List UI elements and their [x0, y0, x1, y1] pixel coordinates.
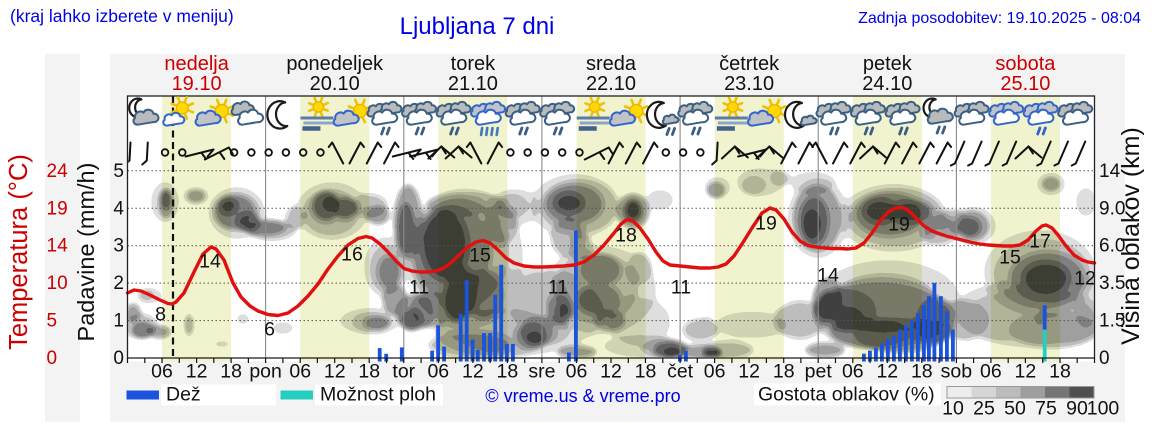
svg-text:4: 4: [113, 198, 124, 219]
svg-text:6.0: 6.0: [1099, 236, 1125, 257]
svg-text:Višina oblakov (km): Višina oblakov (km): [1117, 127, 1145, 345]
svg-text:0: 0: [47, 348, 58, 369]
svg-text:ponedeljek: ponedeljek: [286, 53, 384, 75]
svg-text:25: 25: [973, 398, 995, 420]
svg-text:12: 12: [462, 361, 484, 383]
svg-text:1.5: 1.5: [1099, 311, 1125, 332]
svg-text:19: 19: [755, 213, 777, 235]
svg-text:18: 18: [773, 361, 795, 383]
svg-text:14: 14: [1099, 161, 1121, 182]
svg-text:14: 14: [817, 265, 839, 287]
svg-text:0: 0: [113, 348, 124, 369]
svg-text:5: 5: [47, 311, 58, 332]
svg-text:pet: pet: [805, 361, 833, 383]
svg-text:5: 5: [113, 161, 124, 182]
svg-text:Zadnja posodobitev: 19.10.2025: Zadnja posodobitev: 19.10.2025 - 08:04: [858, 10, 1141, 27]
svg-text:06: 06: [566, 361, 588, 383]
svg-text:06: 06: [289, 361, 311, 383]
svg-text:06: 06: [151, 361, 173, 383]
svg-text:19.10: 19.10: [172, 73, 222, 95]
svg-text:Padavine (mm/h): Padavine (mm/h): [73, 163, 99, 342]
svg-text:sobota: sobota: [995, 53, 1056, 75]
svg-text:sreda: sreda: [586, 53, 637, 75]
svg-text:Temperatura (°C): Temperatura (°C): [5, 154, 33, 350]
svg-text:18: 18: [220, 361, 242, 383]
svg-text:11: 11: [671, 277, 691, 299]
svg-text:10: 10: [47, 273, 68, 294]
svg-text:Možnost ploh: Možnost ploh: [320, 384, 436, 406]
svg-text:torek: torek: [451, 53, 496, 75]
svg-text:06: 06: [980, 361, 1002, 383]
svg-text:0: 0: [1099, 348, 1110, 369]
svg-text:18: 18: [911, 361, 933, 383]
svg-text:100: 100: [1087, 398, 1120, 420]
svg-text:sob: sob: [941, 361, 973, 383]
svg-text:18: 18: [1049, 361, 1071, 383]
svg-text:petek: petek: [863, 53, 913, 75]
svg-text:25.10: 25.10: [1000, 73, 1050, 95]
svg-text:12: 12: [876, 361, 898, 383]
svg-text:© vreme.us & vreme.pro: © vreme.us & vreme.pro: [485, 386, 680, 406]
svg-text:14: 14: [47, 236, 69, 257]
svg-text:18: 18: [615, 225, 637, 247]
svg-text:Dež: Dež: [166, 384, 201, 406]
svg-text:18: 18: [497, 361, 519, 383]
svg-text:tor: tor: [392, 361, 415, 383]
svg-text:2: 2: [113, 273, 124, 294]
svg-text:12: 12: [738, 361, 760, 383]
svg-text:12: 12: [1074, 268, 1096, 290]
svg-text:90: 90: [1066, 398, 1088, 420]
svg-text:1: 1: [113, 311, 124, 332]
svg-text:23.10: 23.10: [724, 73, 774, 95]
svg-text:sre: sre: [528, 361, 555, 383]
svg-text:06: 06: [704, 361, 726, 383]
svg-text:21.10: 21.10: [448, 73, 498, 95]
svg-text:čet: čet: [667, 361, 694, 383]
svg-text:24.10: 24.10: [862, 73, 912, 95]
svg-text:(kraj lahko izberete v meniju): (kraj lahko izberete v meniju): [10, 6, 234, 26]
svg-text:četrtek: četrtek: [719, 53, 780, 75]
svg-text:12: 12: [186, 361, 208, 383]
svg-text:24: 24: [47, 161, 69, 182]
svg-text:19: 19: [888, 214, 910, 236]
svg-text:18: 18: [358, 361, 380, 383]
svg-text:11: 11: [548, 277, 568, 299]
svg-text:nedelja: nedelja: [164, 53, 229, 75]
svg-text:15: 15: [469, 245, 491, 267]
svg-text:06: 06: [427, 361, 449, 383]
svg-text:06: 06: [842, 361, 864, 383]
svg-text:3: 3: [113, 236, 124, 257]
svg-text:12: 12: [1015, 361, 1037, 383]
svg-text:11: 11: [409, 277, 429, 299]
svg-text:pon: pon: [249, 361, 282, 383]
svg-text:10: 10: [942, 398, 964, 420]
svg-text:18: 18: [635, 361, 657, 383]
svg-text:12: 12: [600, 361, 622, 383]
svg-text:19: 19: [47, 198, 68, 219]
svg-text:20.10: 20.10: [310, 73, 360, 95]
svg-text:12: 12: [324, 361, 346, 383]
svg-text:75: 75: [1035, 398, 1057, 420]
svg-text:8: 8: [155, 304, 166, 326]
svg-text:Gostota oblakov (%): Gostota oblakov (%): [758, 384, 935, 406]
svg-text:3.5: 3.5: [1099, 273, 1125, 294]
svg-text:16: 16: [341, 244, 363, 266]
svg-text:22.10: 22.10: [586, 73, 636, 95]
svg-text:9.0: 9.0: [1099, 198, 1125, 219]
svg-text:50: 50: [1004, 398, 1026, 420]
svg-text:Ljubljana 7 dni: Ljubljana 7 dni: [400, 13, 555, 40]
svg-text:6: 6: [264, 319, 275, 341]
svg-text:14: 14: [199, 251, 221, 273]
svg-text:17: 17: [1029, 231, 1051, 253]
svg-text:15: 15: [999, 247, 1021, 269]
